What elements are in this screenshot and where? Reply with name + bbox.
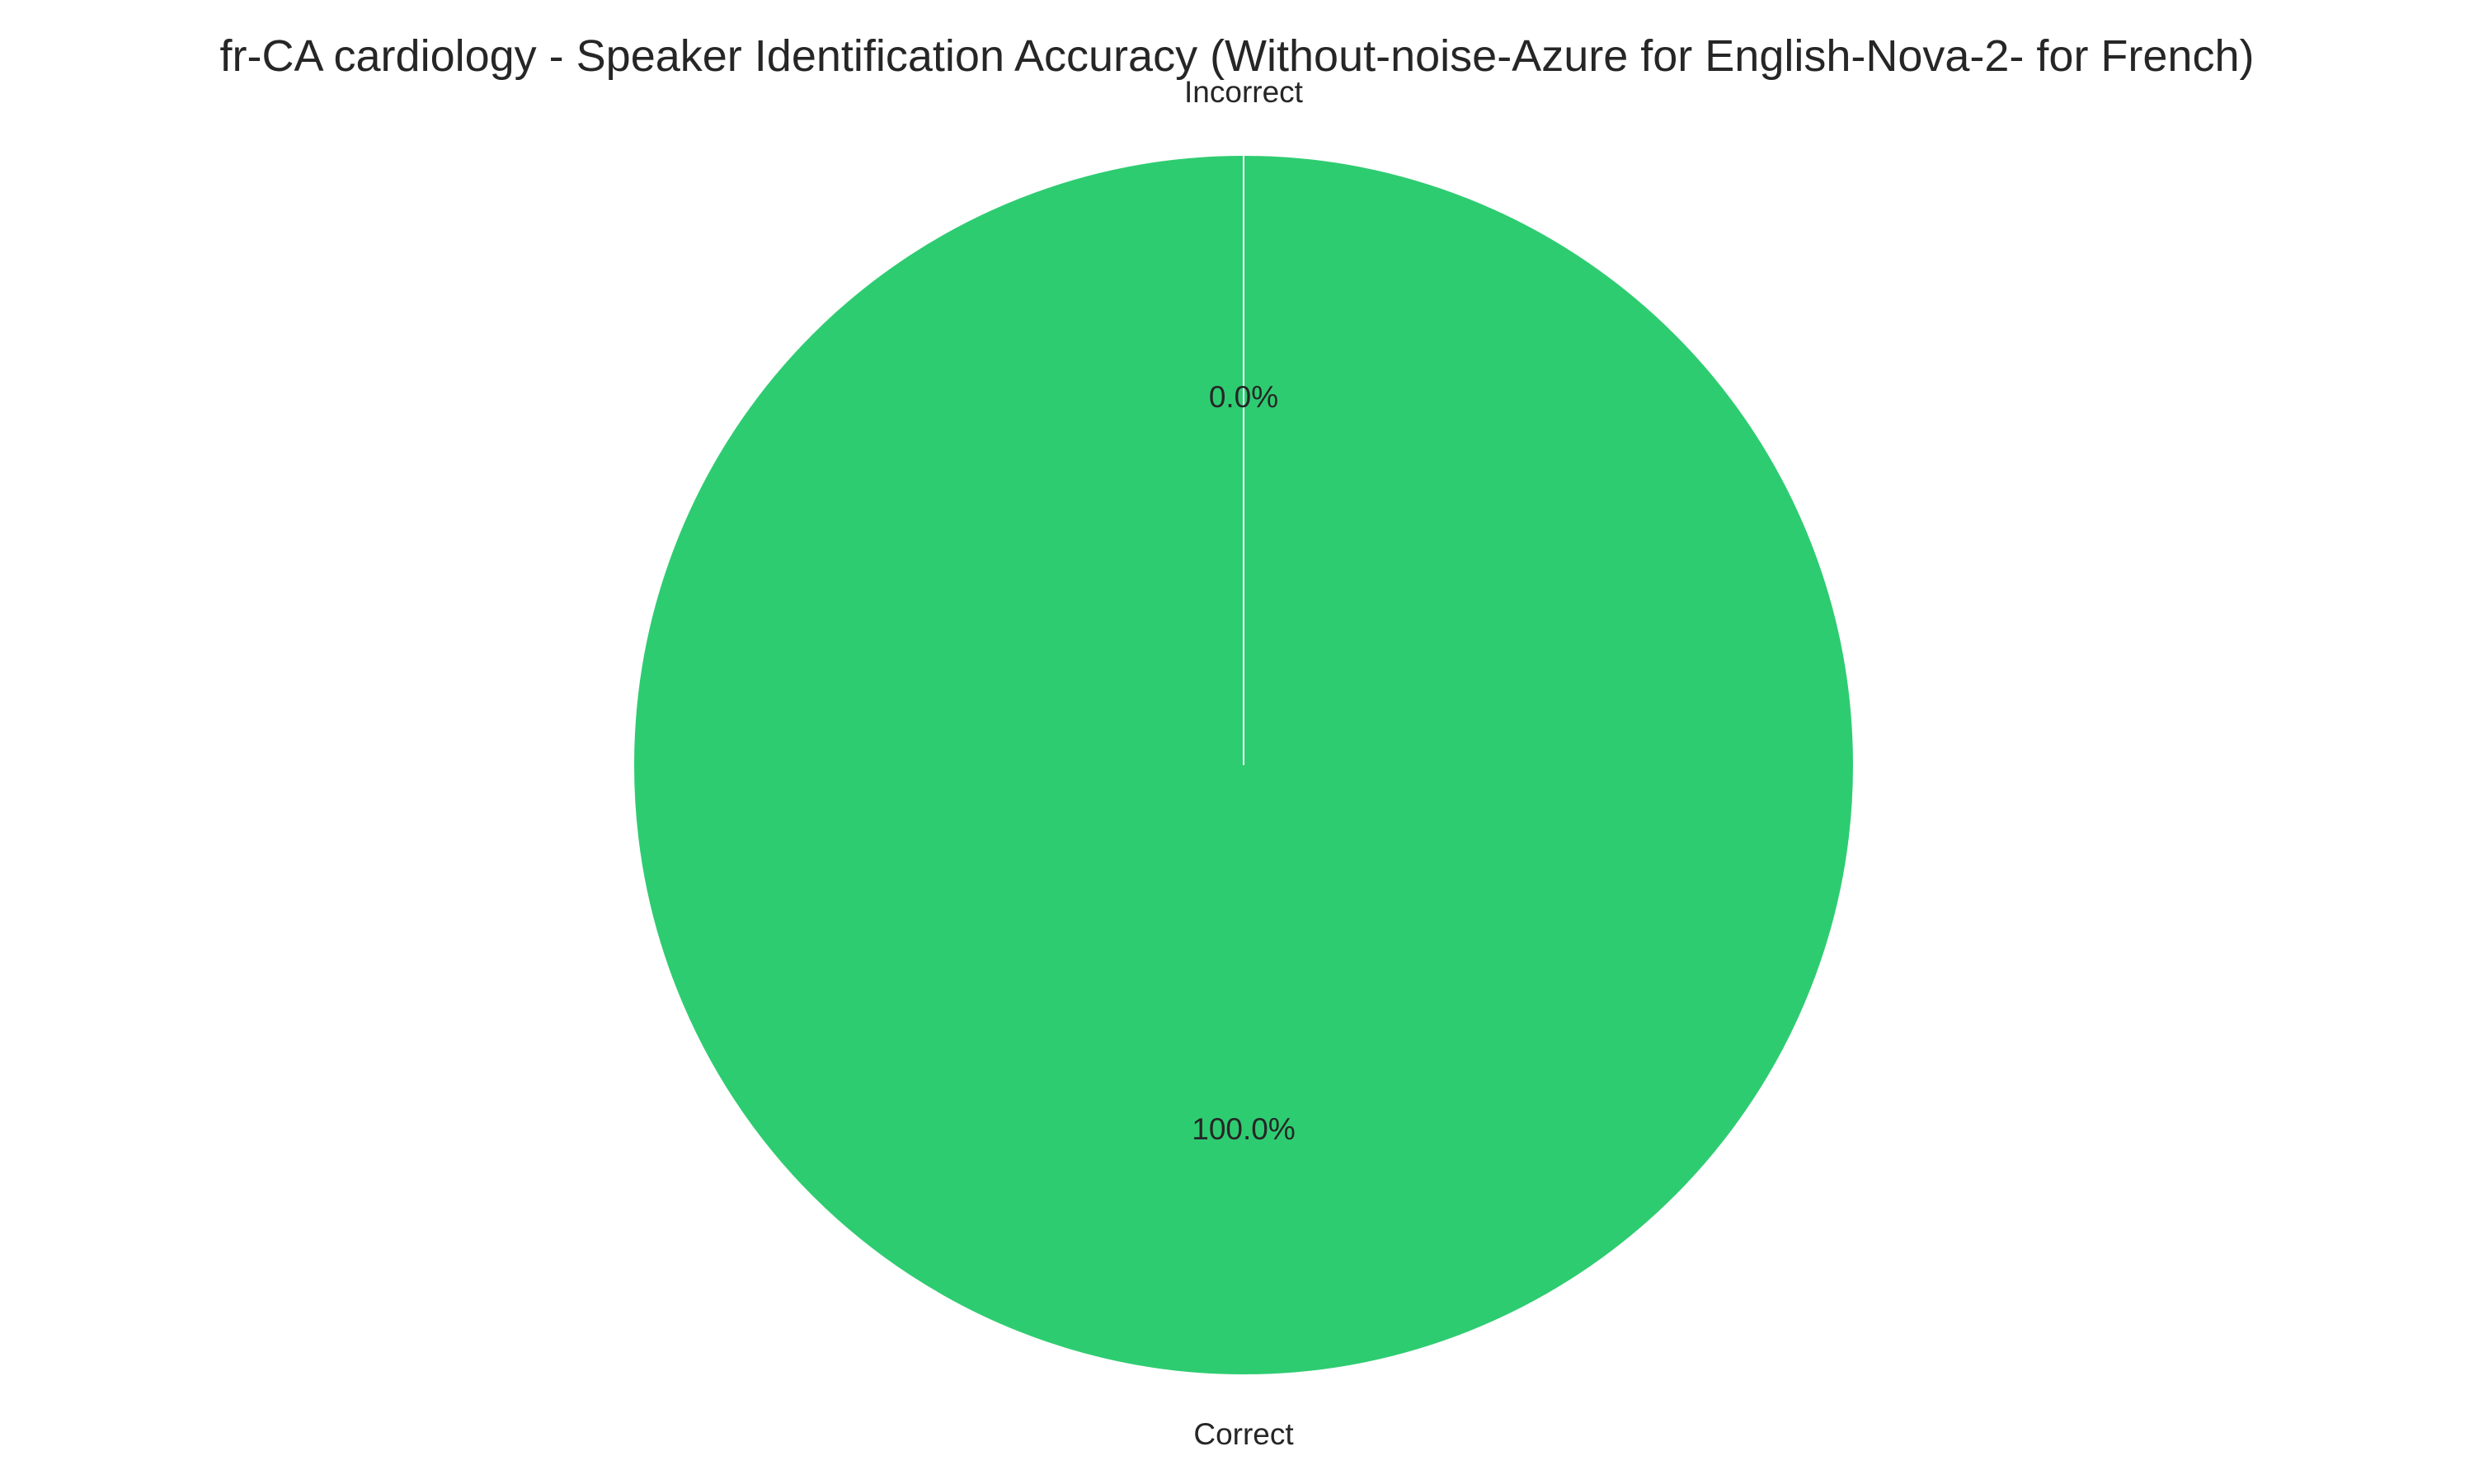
pct-label-incorrect: 0.0% [1209,380,1278,414]
pct-label-correct: 100.0% [1192,1112,1296,1146]
chart-title: fr-CA cardiology - Speaker Identificatio… [220,31,2255,81]
slice-label-correct: Correct [1193,1417,1294,1451]
slice-label-incorrect: Incorrect [1184,75,1304,109]
pie-labels: Correct 100.0% Incorrect 0.0% [1184,75,1304,1451]
pie-slices [633,154,1855,1376]
